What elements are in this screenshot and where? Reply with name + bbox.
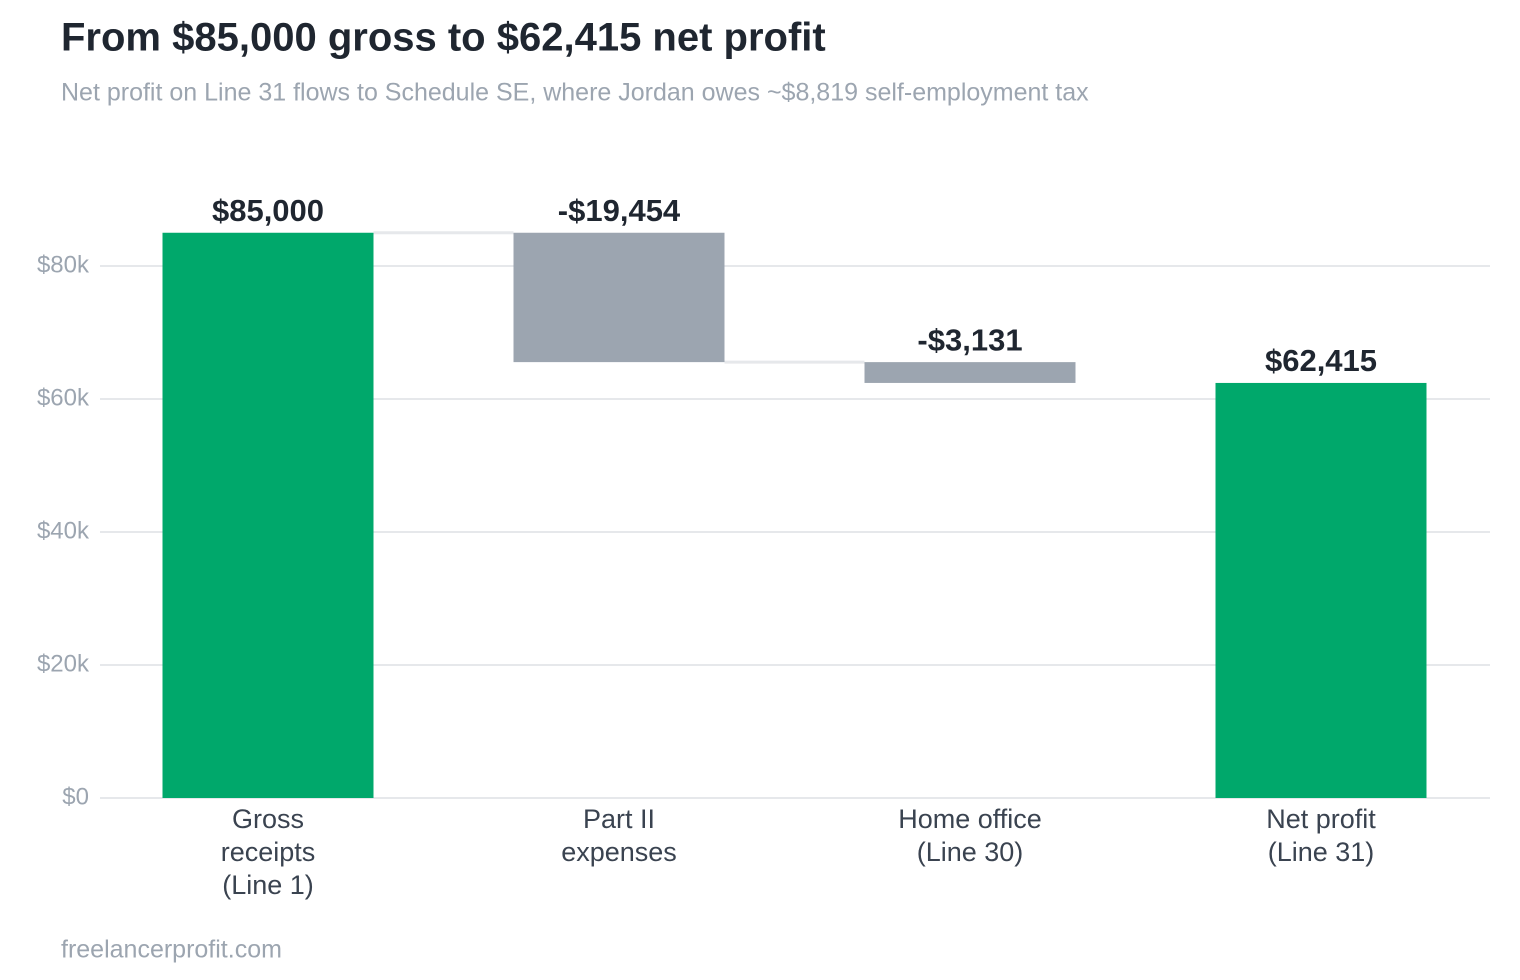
bar <box>513 232 725 363</box>
bar <box>162 232 374 798</box>
x-tick-label-line: expenses <box>561 837 677 867</box>
x-tick-label-line: Home office <box>898 804 1042 834</box>
chart-title: From $85,000 gross to $62,415 net profit <box>61 16 826 60</box>
x-tick-label-line: Gross <box>232 804 304 834</box>
value-label: $62,415 <box>1265 343 1377 378</box>
bar <box>1215 382 1427 798</box>
x-tick-label: Home office (Line 30) <box>898 804 1042 867</box>
x-tick-label: Part II expenses <box>561 804 677 867</box>
x-tick-label: Net profit (Line 31) <box>1266 804 1376 867</box>
value-label: -$3,131 <box>917 322 1022 357</box>
y-tick-label: $40k <box>37 517 90 544</box>
y-tick-label: $60k <box>37 384 90 411</box>
x-tick-label-line: (Line 1) <box>222 870 314 900</box>
x-tick-label-line: (Line 31) <box>1268 837 1375 867</box>
y-tick-label: $80k <box>37 251 90 278</box>
x-tick-label-line: (Line 30) <box>917 837 1024 867</box>
x-tick-label: Gross receipts (Line 1) <box>221 804 316 900</box>
value-label: -$19,454 <box>558 193 681 228</box>
y-tick-label: $20k <box>37 650 90 677</box>
x-tick-label-line: Net profit <box>1266 804 1376 834</box>
bar <box>864 362 1076 383</box>
y-tick-label: $0 <box>62 783 89 810</box>
x-tick-label-line: receipts <box>221 837 316 867</box>
chart-subtitle: Net profit on Line 31 flows to Schedule … <box>61 79 1089 107</box>
source: freelancerprofit.com <box>61 936 282 964</box>
x-tick-label-line: Part II <box>583 804 655 834</box>
value-label: $85,000 <box>212 193 324 228</box>
